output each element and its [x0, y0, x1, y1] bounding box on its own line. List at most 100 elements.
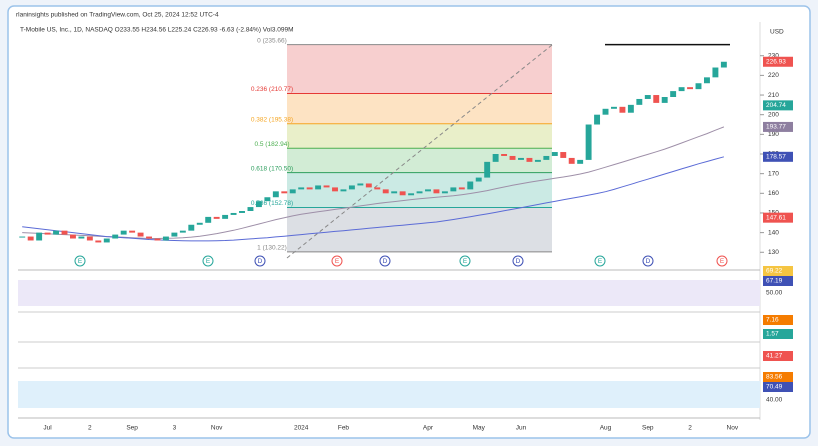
event-label: D — [383, 258, 388, 265]
indicator-tag — [763, 372, 793, 382]
candle — [323, 185, 330, 188]
fib-label: 0.786 (152.78) — [251, 200, 293, 207]
price-tag-label: 178.57 — [766, 154, 786, 161]
event-label: D — [258, 258, 263, 265]
candle — [399, 191, 406, 196]
candle — [95, 240, 102, 243]
event-label: E — [206, 258, 211, 265]
candle — [86, 236, 93, 241]
candle — [712, 67, 719, 78]
candle — [433, 189, 440, 194]
x-tick-label: Jul — [43, 425, 52, 432]
candle — [255, 201, 262, 208]
candle — [272, 191, 279, 198]
x-tick-label: Sep — [642, 425, 654, 432]
y-tick-label: 230 — [768, 52, 779, 59]
candle — [137, 232, 144, 237]
event-label: E — [720, 258, 725, 265]
indicator-label: 83.56 — [766, 374, 783, 381]
candle — [332, 187, 338, 192]
candle — [661, 97, 668, 103]
price-tag — [763, 151, 793, 162]
candle — [425, 189, 431, 192]
candle — [678, 87, 685, 92]
candle — [450, 187, 457, 192]
candle — [348, 185, 355, 190]
candle — [239, 211, 245, 213]
currency: USD — [770, 29, 784, 36]
fib-zone — [287, 172, 552, 208]
event-label: E — [463, 258, 468, 265]
candle — [518, 157, 524, 160]
candle — [560, 152, 567, 158]
candle — [543, 155, 550, 160]
event-marker — [594, 255, 606, 267]
x-tick-label: 2 — [88, 425, 92, 432]
candle — [416, 191, 423, 194]
candle — [475, 177, 482, 182]
header: rlaninsights published on TradingView.co… — [16, 12, 219, 19]
candle — [44, 232, 51, 235]
event-marker — [74, 255, 86, 267]
indicator-label: 50.00 — [766, 290, 783, 297]
y-tick-label: 200 — [768, 111, 779, 118]
candle — [534, 159, 541, 162]
x-tick-label: Apr — [423, 425, 434, 432]
candle — [687, 87, 694, 90]
x-tick-label: Feb — [338, 425, 350, 432]
fib-label: 0.618 (170.50) — [251, 165, 293, 172]
event-marker — [459, 255, 471, 267]
fib-zone — [287, 93, 552, 124]
candle — [526, 157, 533, 162]
candle — [458, 187, 465, 190]
trend-line — [286, 44, 553, 259]
indicator-label: 41.27 — [766, 353, 783, 360]
candle — [568, 157, 575, 164]
fib-label: 0.236 (210.77) — [251, 86, 293, 93]
candle — [179, 230, 186, 233]
x-tick-label: Aug — [600, 425, 612, 432]
y-tick-label: 220 — [768, 72, 779, 79]
candle — [365, 183, 372, 188]
candle — [441, 191, 448, 194]
ma-line — [22, 126, 725, 239]
candle — [509, 155, 516, 160]
event-label: D — [646, 258, 651, 265]
candle — [720, 61, 727, 68]
price-tag — [763, 212, 793, 223]
candle — [230, 212, 237, 215]
candle — [188, 224, 195, 231]
price-tag — [763, 100, 793, 111]
ma-line — [22, 156, 725, 242]
event-marker — [716, 255, 728, 267]
candle — [653, 95, 660, 103]
price-tag — [763, 121, 793, 132]
candle — [501, 154, 508, 156]
candle — [408, 193, 415, 196]
candle — [19, 236, 26, 238]
candle — [171, 232, 178, 237]
candle — [636, 98, 643, 105]
y-tick-label: 160 — [768, 190, 779, 197]
indicator-tag — [763, 382, 793, 392]
candle — [551, 152, 558, 156]
x-tick-label: Sep — [126, 425, 138, 432]
candle — [205, 216, 212, 223]
candle — [340, 189, 347, 192]
y-tick-label: 130 — [768, 249, 779, 256]
x-tick-label: 2024 — [294, 425, 309, 432]
candle — [670, 91, 677, 97]
event-label: E — [78, 258, 83, 265]
candle — [492, 154, 499, 162]
indicator-tag — [763, 329, 793, 339]
y-tick-label: 170 — [768, 170, 779, 177]
event-marker — [331, 255, 343, 267]
event-marker — [642, 255, 654, 267]
y-tick-label: 140 — [768, 229, 779, 236]
candle — [382, 189, 389, 194]
candle — [264, 197, 271, 202]
candle — [695, 83, 702, 90]
candle — [120, 230, 127, 235]
candle — [281, 191, 288, 194]
indicator-tag — [763, 351, 793, 361]
